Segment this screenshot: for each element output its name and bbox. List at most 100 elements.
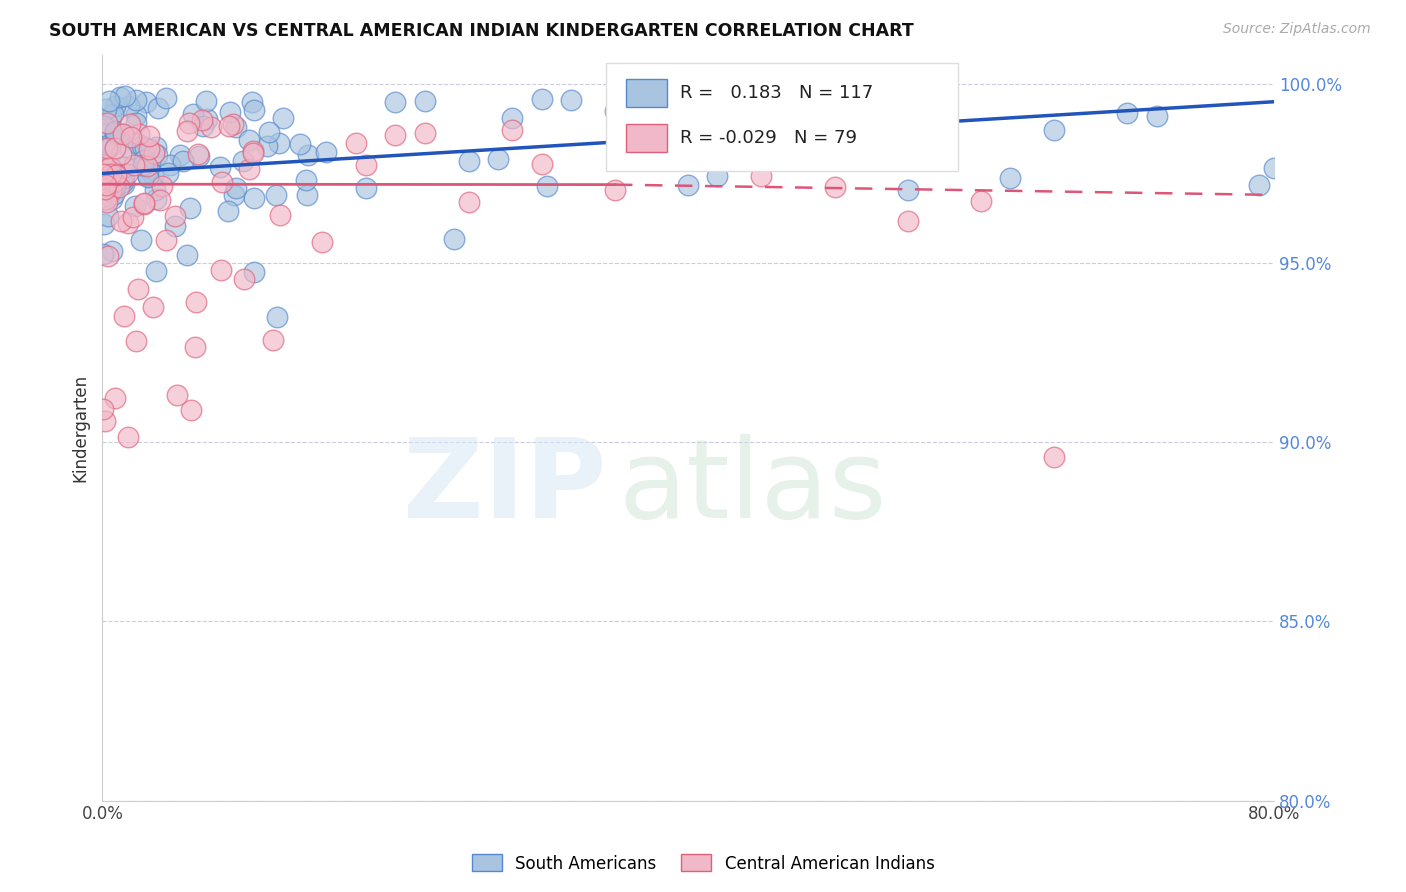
Point xyxy=(225,120,247,135)
Point xyxy=(217,204,239,219)
Point xyxy=(295,173,318,187)
Point xyxy=(105,170,128,185)
Point xyxy=(706,169,728,183)
Point xyxy=(132,158,155,172)
Point xyxy=(132,153,155,167)
Point xyxy=(94,178,117,192)
Point xyxy=(110,214,132,228)
Point xyxy=(142,300,165,314)
FancyBboxPatch shape xyxy=(626,124,666,152)
Point xyxy=(384,128,406,142)
Point xyxy=(354,158,377,172)
Point xyxy=(413,94,436,108)
Point xyxy=(897,214,920,228)
Point xyxy=(112,170,135,185)
Point xyxy=(177,116,200,130)
Point xyxy=(142,169,165,183)
Text: R =   0.183   N = 117: R = 0.183 N = 117 xyxy=(681,84,873,103)
Point xyxy=(501,123,523,137)
Point xyxy=(91,246,114,260)
Point xyxy=(211,263,233,277)
FancyBboxPatch shape xyxy=(626,79,666,107)
Point xyxy=(257,125,280,139)
Point xyxy=(91,167,114,181)
Point xyxy=(96,103,118,117)
Point xyxy=(125,334,148,348)
Point xyxy=(100,184,122,198)
Point xyxy=(94,127,117,141)
Point xyxy=(155,91,177,105)
Point xyxy=(184,340,207,354)
Point xyxy=(530,93,553,107)
Point xyxy=(120,130,142,145)
Point xyxy=(122,211,145,225)
Point xyxy=(129,233,152,247)
Point xyxy=(150,178,173,193)
Point xyxy=(98,140,121,154)
Point xyxy=(273,111,295,125)
Point xyxy=(124,108,146,122)
Point xyxy=(103,164,125,178)
Point xyxy=(218,119,240,133)
Point xyxy=(100,167,122,181)
Point xyxy=(195,112,218,127)
Point xyxy=(135,95,157,109)
Point xyxy=(111,127,134,141)
Point xyxy=(457,153,479,168)
Point xyxy=(138,129,160,144)
Point xyxy=(93,217,115,231)
Point xyxy=(184,295,207,310)
Point xyxy=(232,154,254,169)
Point xyxy=(100,161,122,176)
Point xyxy=(288,137,311,152)
Point xyxy=(751,169,773,183)
Point xyxy=(155,233,177,247)
Point xyxy=(172,154,194,169)
Point xyxy=(824,120,846,134)
Point xyxy=(238,161,260,176)
Point xyxy=(136,159,159,173)
Point xyxy=(107,127,129,141)
Point xyxy=(560,93,582,107)
Point xyxy=(457,195,479,210)
Point xyxy=(118,117,141,131)
FancyBboxPatch shape xyxy=(606,62,957,170)
Point xyxy=(181,107,204,121)
Point xyxy=(100,109,122,123)
Point xyxy=(145,192,167,206)
Point xyxy=(1263,161,1285,176)
Point xyxy=(156,166,179,180)
Point xyxy=(94,414,117,428)
Point xyxy=(103,163,125,178)
Point xyxy=(344,136,367,151)
Point xyxy=(138,162,160,177)
Point xyxy=(897,183,920,197)
Point xyxy=(111,175,134,189)
Point xyxy=(104,179,127,194)
Point xyxy=(111,127,134,141)
Point xyxy=(191,120,214,134)
Point xyxy=(103,107,125,121)
Y-axis label: Kindergarten: Kindergarten xyxy=(72,374,89,482)
Point xyxy=(384,95,406,109)
Point xyxy=(145,139,167,153)
Point xyxy=(180,403,202,417)
Point xyxy=(98,95,121,109)
Point xyxy=(486,152,509,166)
Point xyxy=(297,148,319,162)
Point xyxy=(242,265,264,279)
Point xyxy=(91,402,114,417)
Point xyxy=(238,133,260,147)
Point xyxy=(264,188,287,202)
Point xyxy=(176,124,198,138)
Point xyxy=(101,244,124,258)
Point xyxy=(166,388,188,402)
Point xyxy=(127,282,149,296)
Point xyxy=(136,170,159,185)
Point xyxy=(233,272,256,286)
Point xyxy=(1000,171,1022,186)
Point xyxy=(676,178,699,192)
Point xyxy=(256,138,278,153)
Point xyxy=(97,209,120,223)
Point xyxy=(115,167,138,181)
